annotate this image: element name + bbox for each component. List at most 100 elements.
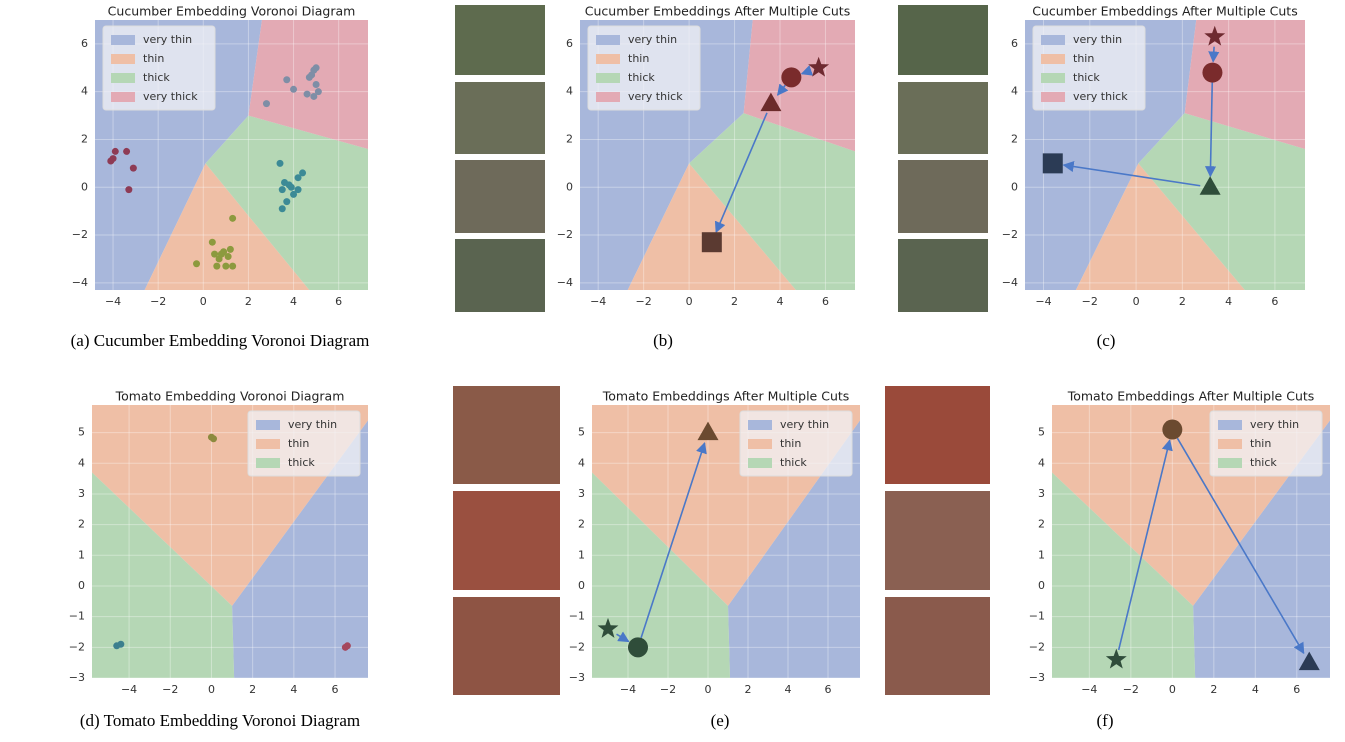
legend-label: thick bbox=[1250, 456, 1277, 469]
y-tick-label: −2 bbox=[557, 228, 573, 241]
photo bbox=[898, 239, 988, 312]
point bbox=[276, 159, 284, 167]
point bbox=[210, 435, 218, 443]
x-tick-label: −4 bbox=[1035, 295, 1051, 308]
point bbox=[312, 81, 320, 89]
chart: −4 −2 0 2 4 6 −3 −2 −1 0 1 2 3 4 5 Tomato Embeddings Af… bbox=[1029, 389, 1330, 730]
point bbox=[1204, 25, 1226, 46]
y-tick-label: 2 bbox=[81, 132, 88, 145]
x-tick-label: 0 bbox=[200, 295, 207, 308]
y-tick-label: 0 bbox=[578, 579, 585, 592]
chart-title: Cucumber Embeddings After Multiple Cuts bbox=[585, 4, 850, 19]
legend-swatch bbox=[256, 458, 280, 468]
point bbox=[109, 155, 117, 163]
x-tick-label: 2 bbox=[1210, 683, 1217, 696]
x-tick-label: 0 bbox=[208, 683, 215, 696]
photo bbox=[455, 82, 545, 154]
legend-swatch bbox=[256, 420, 280, 430]
point bbox=[290, 85, 298, 93]
point bbox=[229, 214, 237, 222]
arrow bbox=[1176, 437, 1305, 655]
x-tick-label: 0 bbox=[1169, 683, 1176, 696]
y-tick-label: −3 bbox=[569, 671, 585, 684]
chart: −4 −2 0 2 4 6 −4 −2 0 2 4 6 Cucumber Embeddings Afte… bbox=[1002, 4, 1305, 350]
y-tick-label: 1 bbox=[578, 548, 585, 561]
arrow bbox=[800, 65, 814, 76]
y-tick-label: 1 bbox=[78, 548, 85, 561]
legend-label: thin bbox=[628, 52, 649, 65]
photo bbox=[885, 386, 990, 484]
y-tick-label: 6 bbox=[1011, 37, 1018, 50]
point bbox=[1162, 419, 1183, 440]
point bbox=[697, 421, 719, 441]
x-tick-label: 4 bbox=[785, 683, 792, 696]
y-tick-label: 4 bbox=[78, 456, 85, 469]
legend-label: thin bbox=[1250, 437, 1271, 450]
voronoi-region bbox=[728, 420, 860, 678]
x-tick-label: −4 bbox=[590, 295, 606, 308]
legend-label: thick bbox=[628, 71, 655, 84]
legend-label: thin bbox=[143, 52, 164, 65]
legend-label: very thick bbox=[628, 90, 683, 103]
x-tick-label: 2 bbox=[731, 295, 738, 308]
photo bbox=[453, 386, 560, 484]
point bbox=[310, 92, 318, 100]
y-tick-label: −2 bbox=[69, 640, 85, 653]
point bbox=[808, 56, 830, 77]
point bbox=[701, 232, 722, 253]
chart-title: Cucumber Embedding Voronoi Diagram bbox=[108, 4, 356, 19]
legend-swatch bbox=[111, 54, 135, 64]
caption: (b) bbox=[653, 331, 673, 350]
y-tick-label: 5 bbox=[578, 426, 585, 439]
x-tick-label: −2 bbox=[162, 683, 178, 696]
point bbox=[299, 169, 307, 177]
legend-label: thick bbox=[288, 456, 315, 469]
arrow bbox=[776, 83, 789, 96]
point bbox=[211, 250, 219, 258]
x-tick-label: −4 bbox=[620, 683, 636, 696]
y-tick-label: 6 bbox=[81, 37, 88, 50]
point bbox=[193, 260, 201, 268]
y-tick-label: −4 bbox=[1002, 276, 1018, 289]
caption: (c) bbox=[1097, 331, 1116, 350]
chart-title: Cucumber Embeddings After Multiple Cuts bbox=[1032, 4, 1297, 19]
chart: −4 −2 0 2 4 6 −4 −2 0 2 4 6 Cucumber Embeddings Afte… bbox=[557, 4, 855, 350]
voronoi-region bbox=[232, 420, 368, 678]
point bbox=[1202, 62, 1223, 83]
point bbox=[1199, 176, 1221, 195]
legend-swatch bbox=[1218, 458, 1242, 468]
voronoi-region bbox=[248, 20, 368, 150]
y-tick-label: −4 bbox=[72, 276, 88, 289]
y-tick-label: −2 bbox=[1002, 228, 1018, 241]
point bbox=[303, 90, 311, 98]
point bbox=[226, 245, 234, 253]
y-tick-label: 2 bbox=[578, 518, 585, 531]
point bbox=[287, 183, 295, 191]
point bbox=[213, 262, 221, 270]
x-tick-label: 4 bbox=[1252, 683, 1259, 696]
y-tick-label: 4 bbox=[1011, 85, 1018, 98]
point bbox=[294, 186, 302, 194]
point bbox=[294, 174, 302, 182]
photos bbox=[453, 5, 990, 695]
arrow bbox=[1117, 439, 1173, 651]
y-tick-label: 4 bbox=[566, 85, 573, 98]
legend-label: thick bbox=[780, 456, 807, 469]
y-tick-label: 3 bbox=[78, 487, 85, 500]
y-tick-label: 1 bbox=[1038, 548, 1045, 561]
arrow bbox=[640, 442, 707, 639]
x-tick-label: 4 bbox=[290, 683, 297, 696]
legend-swatch bbox=[748, 458, 772, 468]
y-tick-label: 5 bbox=[1038, 426, 1045, 439]
voronoi-region bbox=[743, 20, 855, 152]
legend-label: very thin bbox=[143, 33, 192, 46]
y-tick-label: 2 bbox=[566, 132, 573, 145]
point bbox=[208, 238, 216, 246]
legend-label: very thin bbox=[1073, 33, 1122, 46]
y-tick-label: 6 bbox=[566, 37, 573, 50]
x-tick-label: 2 bbox=[745, 683, 752, 696]
legend-swatch bbox=[1218, 420, 1242, 430]
legend-swatch bbox=[748, 439, 772, 449]
x-tick-label: 2 bbox=[1179, 295, 1186, 308]
